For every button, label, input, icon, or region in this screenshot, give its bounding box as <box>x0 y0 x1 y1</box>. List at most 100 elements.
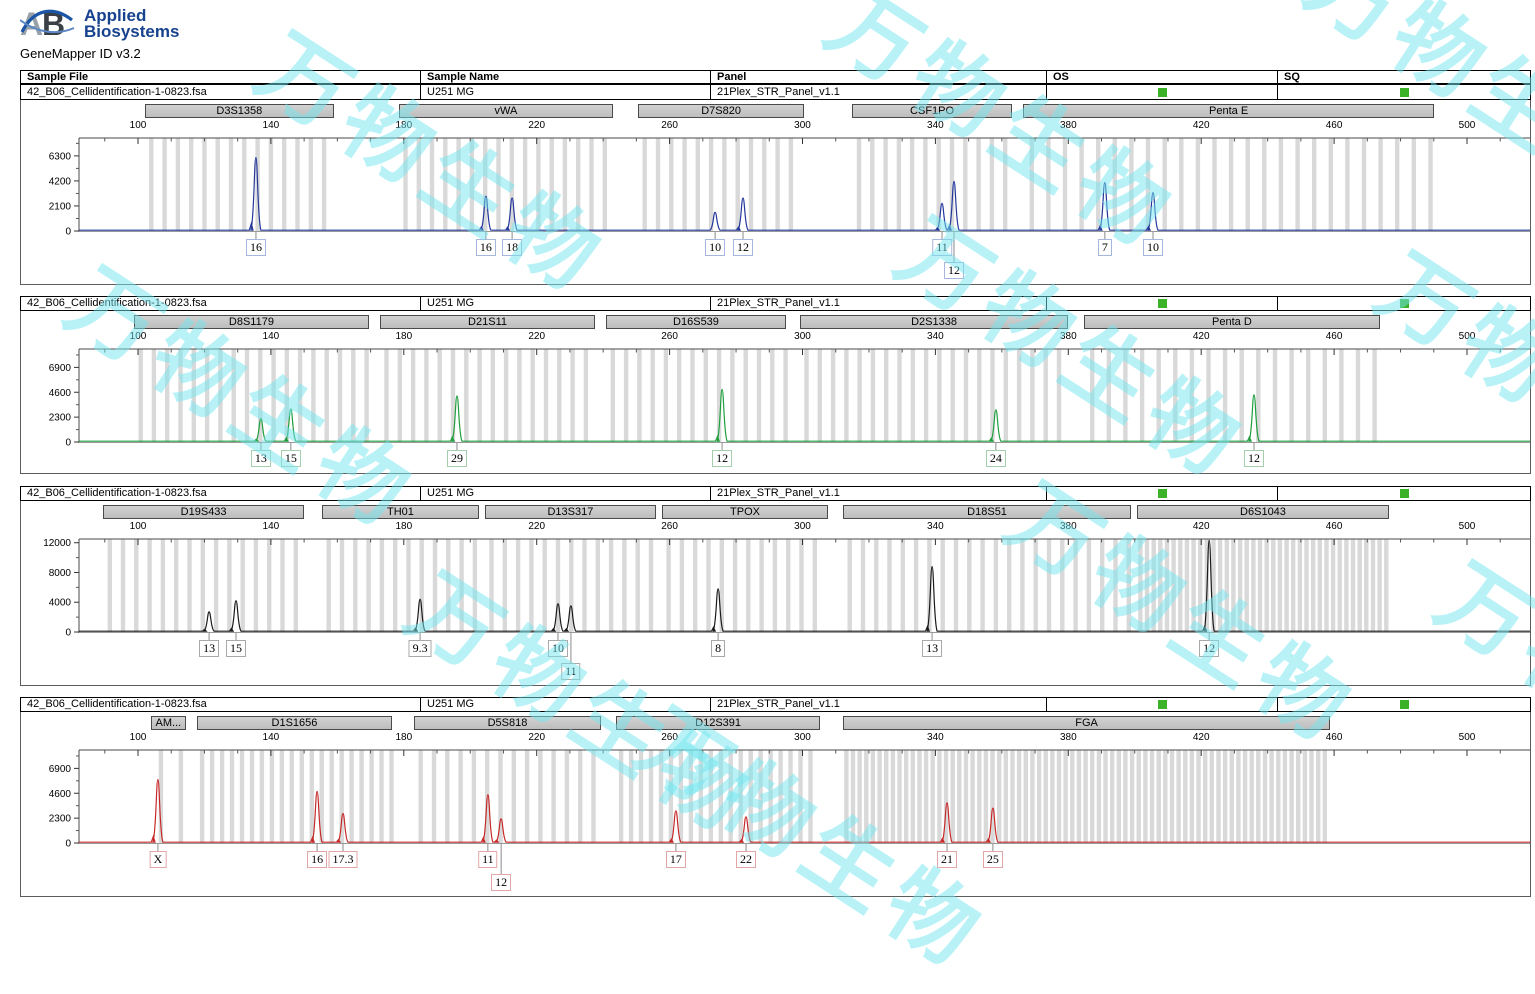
col-sq[interactable]: SQ <box>1284 71 1300 83</box>
electropherogram-green[interactable]: 6900 4600 2300 0 100 140 180 220 260 300 340 380 420… <box>20 311 1531 474</box>
allele-label-16[interactable]: 16 <box>307 851 328 868</box>
marker-d3s1358[interactable]: D3S1358 <box>144 104 335 118</box>
allele-label-12[interactable]: 12 <box>1199 640 1220 657</box>
allele-label-12[interactable]: 12 <box>712 450 733 467</box>
allele-label-15[interactable]: 15 <box>280 450 301 467</box>
sample-row[interactable]: 42_B06_Cellidentification-1-0823.fsa U25… <box>20 85 1531 100</box>
dye-trace-blue <box>79 156 1530 231</box>
allele-label-12[interactable]: 12 <box>1244 450 1265 467</box>
allele-label-7[interactable]: 7 <box>1097 239 1112 256</box>
allele-bin <box>1355 349 1361 442</box>
allele-bin <box>1222 750 1228 843</box>
allele-bin <box>496 138 501 231</box>
marker-d21s11[interactable]: D21S11 <box>379 315 596 329</box>
allele-label-13[interactable]: 13 <box>922 640 943 657</box>
allele-label-11[interactable]: 11 <box>478 851 498 868</box>
allele-bin <box>218 349 223 442</box>
allele-label-17[interactable]: 17 <box>665 851 686 868</box>
x-axis-tick-label: 220 <box>528 521 546 532</box>
allele-label-21[interactable]: 21 <box>937 851 958 868</box>
allele-bin <box>178 349 183 442</box>
allele-bin <box>716 349 722 442</box>
electropherogram-blue[interactable]: 6300 4200 2100 0 100 140 180 220 260 300 340 380 420… <box>20 100 1531 285</box>
allele-label-9.3[interactable]: 9.3 <box>408 640 432 657</box>
sample-row[interactable]: 42_B06_Cellidentification-1-0823.fsa U25… <box>20 296 1531 311</box>
allele-label-25[interactable]: 25 <box>982 851 1003 868</box>
allele-bin <box>1245 138 1250 231</box>
allele-bin <box>1256 750 1261 843</box>
y-axis-tick-label: 2100 <box>49 201 72 212</box>
allele-bin <box>1350 539 1356 632</box>
marker-th01[interactable]: TH01 <box>322 505 479 519</box>
allele-label-11[interactable]: 11 <box>561 663 581 680</box>
allele-bin <box>293 539 298 632</box>
allele-bin <box>321 138 327 231</box>
marker-d7s820[interactable]: D7S820 <box>638 104 805 118</box>
marker-d1s1656[interactable]: D1S1656 <box>197 716 392 730</box>
marker-d5s818[interactable]: D5S818 <box>414 716 601 730</box>
marker-d16s539[interactable]: D16S539 <box>606 315 786 329</box>
col-sample-file[interactable]: Sample File <box>21 71 421 83</box>
allele-bin <box>1395 138 1400 231</box>
allele-bin <box>798 750 803 843</box>
allele-bin <box>289 750 294 843</box>
marker-fga[interactable]: FGA <box>843 716 1331 730</box>
allele-label-17.3[interactable]: 17.3 <box>328 851 358 868</box>
electropherogram-red[interactable]: 6900 4600 2300 0 100 140 180 220 260 300 340 380 420… <box>20 712 1531 897</box>
marker-d8s1179[interactable]: D8S1179 <box>134 315 369 329</box>
allele-label-12[interactable]: 12 <box>944 262 964 279</box>
allele-bin <box>366 539 371 632</box>
allele-label-X[interactable]: X <box>149 851 167 868</box>
sample-row[interactable]: 42_B06_Cellidentification-1-0823.fsa U25… <box>20 697 1531 712</box>
sq-status-indicator <box>1399 489 1409 498</box>
allele-bin <box>511 750 516 843</box>
marker-d12s391[interactable]: D12S391 <box>616 716 821 730</box>
marker-csf1po[interactable]: CSF1PO <box>852 104 1012 118</box>
allele-label-18[interactable]: 18 <box>502 239 523 256</box>
allele-bin <box>1322 349 1327 442</box>
allele-label-11[interactable]: 11 <box>932 239 952 256</box>
col-os[interactable]: OS <box>1047 71 1278 83</box>
allele-bin <box>259 750 265 843</box>
col-sample-name[interactable]: Sample Name <box>421 71 711 83</box>
marker-am[interactable]: AM... <box>150 716 186 730</box>
col-panel[interactable]: Panel <box>711 71 1047 83</box>
allele-label-10[interactable]: 10 <box>705 239 726 256</box>
sample-row[interactable]: 42_B06_Cellidentification-1-0823.fsa U25… <box>20 486 1531 501</box>
allele-bin <box>730 349 735 442</box>
allele-bin <box>339 750 344 843</box>
allele-bin <box>1143 750 1148 843</box>
allele-label-10[interactable]: 10 <box>1143 239 1164 256</box>
allele-label-16[interactable]: 16 <box>475 239 496 256</box>
allele-label-16[interactable]: 16 <box>245 239 266 256</box>
marker-d18s51[interactable]: D18S51 <box>843 505 1132 519</box>
marker-d2s1338[interactable]: D2S1338 <box>799 315 1069 329</box>
marker-pentae[interactable]: Penta E <box>1023 104 1434 118</box>
allele-bin <box>812 539 817 632</box>
allele-bin <box>543 349 549 442</box>
marker-d19s433[interactable]: D19S433 <box>103 505 305 519</box>
allele-label-13[interactable]: 13 <box>250 450 271 467</box>
electropherogram-black[interactable]: 12000 8000 4000 0 100 140 180 220 260 300 340 380 42… <box>20 501 1531 686</box>
allele-label-10[interactable]: 10 <box>547 640 568 657</box>
allele-bin <box>1304 539 1309 632</box>
marker-d6s1043[interactable]: D6S1043 <box>1137 505 1389 519</box>
allele-bin <box>666 539 671 632</box>
allele-bin <box>1306 349 1311 442</box>
allele-label-12[interactable]: 12 <box>491 874 512 891</box>
marker-d13s317[interactable]: D13S317 <box>484 505 656 519</box>
marker-pentad[interactable]: Penta D <box>1083 315 1380 329</box>
allele-label-22[interactable]: 22 <box>736 851 757 868</box>
allele-label-24[interactable]: 24 <box>985 450 1006 467</box>
allele-bin <box>950 349 955 442</box>
allele-bin <box>542 539 547 632</box>
allele-label-13[interactable]: 13 <box>199 640 220 657</box>
marker-vwa[interactable]: vWA <box>398 104 614 118</box>
allele-label-12[interactable]: 12 <box>733 239 754 256</box>
allele-label-15[interactable]: 15 <box>226 640 246 657</box>
allele-label-8[interactable]: 8 <box>711 640 726 657</box>
marker-tpox[interactable]: TPOX <box>661 505 829 519</box>
x-axis-tick-label: 140 <box>262 521 280 532</box>
allele-label-29[interactable]: 29 <box>446 450 467 467</box>
allele-bin <box>393 539 398 632</box>
